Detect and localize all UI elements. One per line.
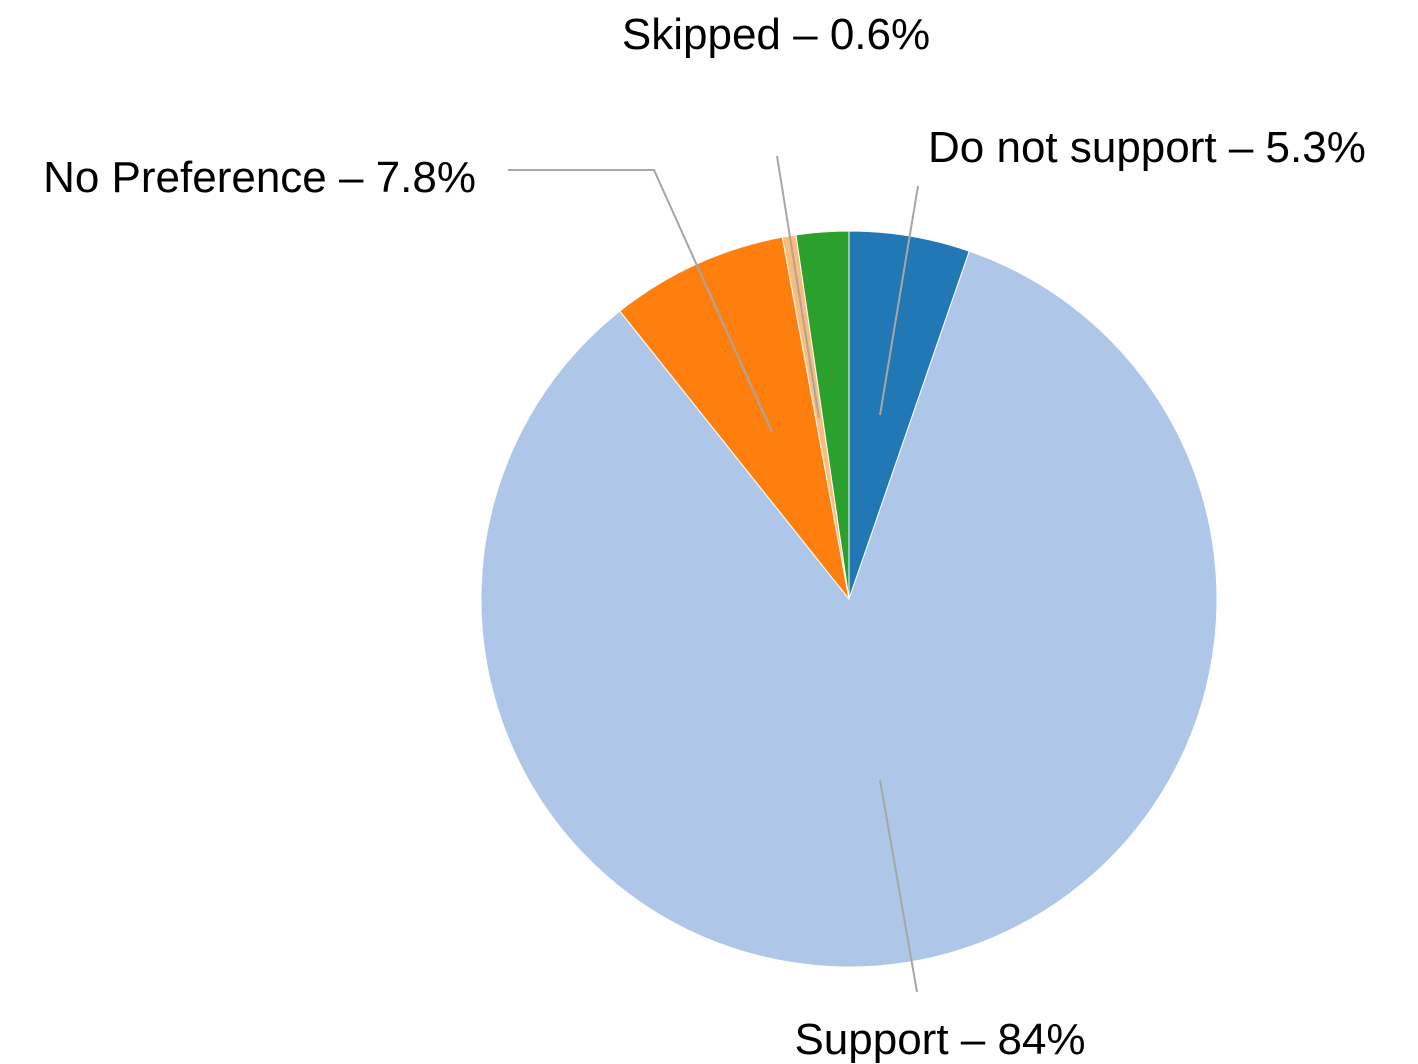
pie-slices	[480, 230, 1218, 968]
leader-line-do-not-support	[879, 185, 919, 416]
data-label-support: Support – 84%	[794, 1015, 1085, 1064]
data-label-no-preference: No Preference – 7.8%	[43, 153, 476, 202]
leader-line-support	[879, 779, 918, 993]
data-label-skipped: Skipped – 0.6%	[622, 10, 930, 59]
leader-line-skipped	[776, 155, 820, 419]
pie-slice-unlabeled	[795, 230, 850, 600]
leader-line-no-preference	[508, 169, 773, 433]
leader-lines	[508, 155, 919, 993]
data-label-do-not-support: Do not support – 5.3%	[928, 123, 1366, 172]
data-labels: Skipped – 0.6% Do not support – 5.3% No …	[43, 10, 1366, 1064]
